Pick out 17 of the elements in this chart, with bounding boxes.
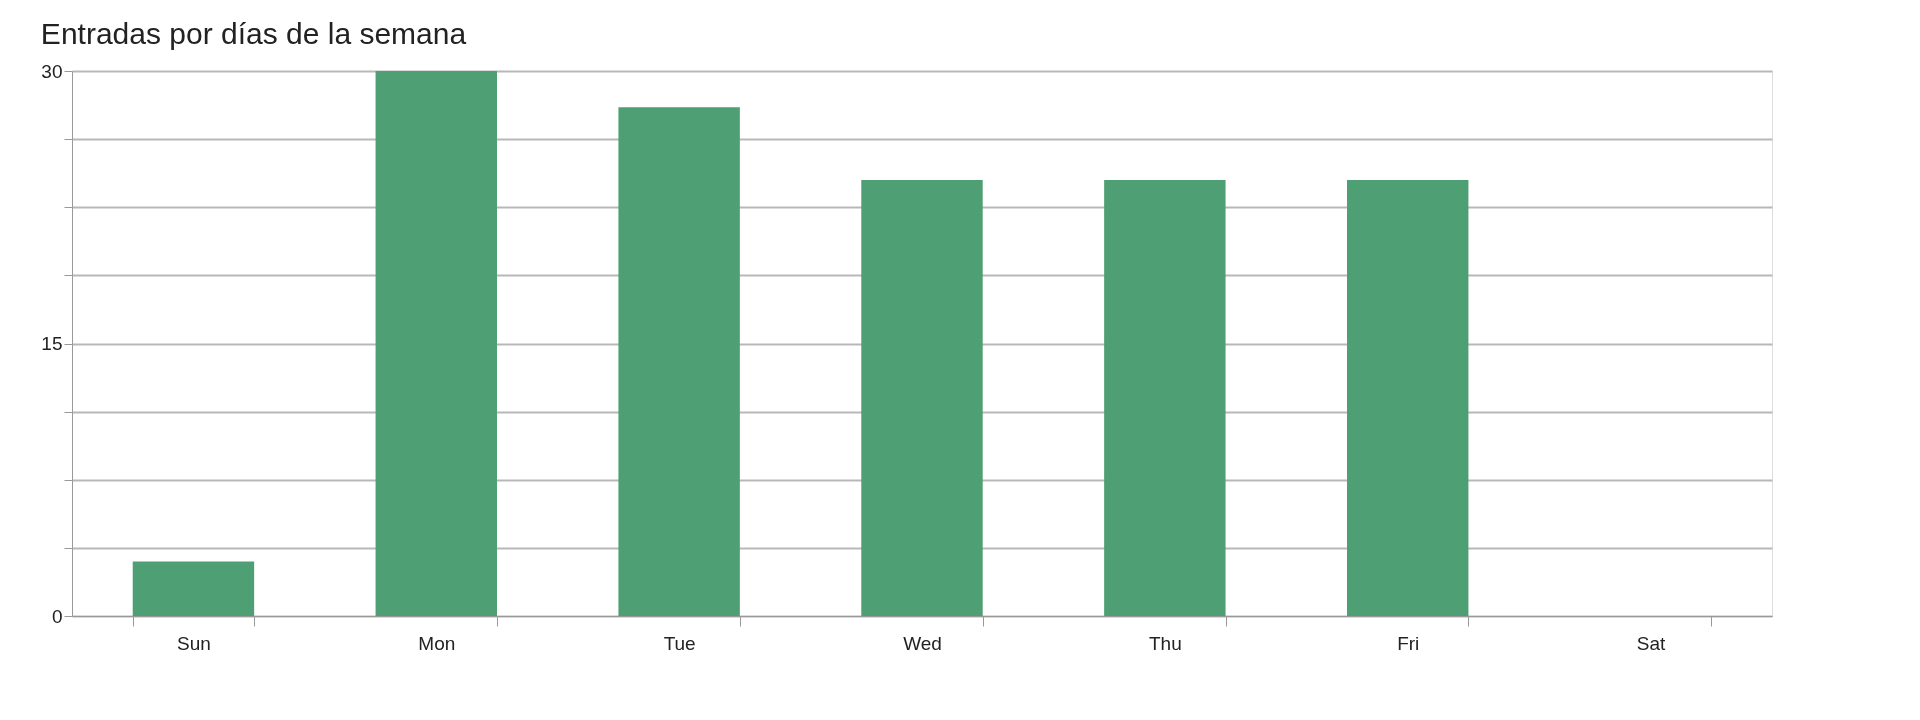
x-tick-label: Mon bbox=[418, 632, 456, 654]
bar bbox=[618, 107, 740, 616]
x-tick-label: Wed bbox=[903, 632, 942, 654]
x-tick-label: Sat bbox=[1636, 632, 1667, 654]
x-tick-label: Thu bbox=[1148, 632, 1182, 654]
y-tick-label: 15 bbox=[41, 333, 63, 354]
y-tick-label: 30 bbox=[41, 60, 63, 82]
bar bbox=[132, 561, 255, 616]
bar bbox=[861, 180, 983, 616]
bar bbox=[1104, 180, 1226, 616]
bar bbox=[375, 71, 497, 616]
x-tick-label: Tue bbox=[663, 632, 696, 654]
x-tick-label: Fri bbox=[1397, 632, 1420, 654]
y-tick-label: 0 bbox=[51, 605, 63, 627]
chart-title: Entradas por días de la semana bbox=[40, 17, 467, 50]
x-tick-label: Sun bbox=[177, 632, 211, 654]
bar bbox=[1347, 180, 1469, 616]
